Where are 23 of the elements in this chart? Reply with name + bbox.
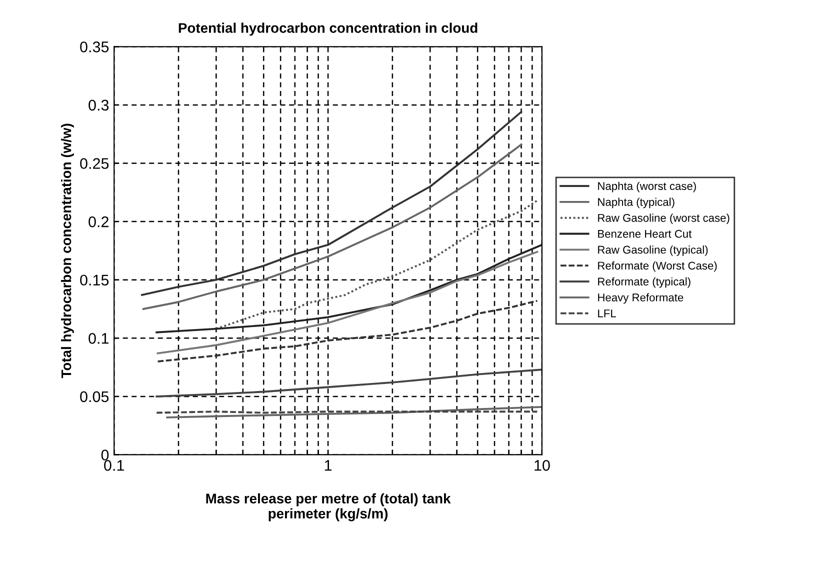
legend-label: Raw Gasoline (worst case)	[598, 214, 730, 224]
legend-label: LFL	[598, 310, 616, 318]
x-tick-label: 1	[324, 460, 332, 471]
legend-label: Naphta (typical)	[598, 198, 674, 208]
y-tick-label: 0.2	[88, 216, 108, 228]
legend-label: Benzene Heart Cut	[598, 230, 692, 238]
legend-label: Reformate (typical)	[598, 277, 690, 288]
legend-label: Heavy Reformate	[598, 293, 684, 304]
y-tick-label: 0.3	[88, 100, 109, 111]
y-axis-title: Total hydrocarbon concentration (w/w)	[61, 124, 74, 378]
y-tick-label: 0.15	[80, 274, 109, 286]
legend-label: Raw Gasoline (typical)	[598, 246, 708, 256]
x-tick-label: 10	[534, 460, 550, 471]
x-tick-label: 0.1	[104, 460, 124, 471]
y-tick-label: 0.1	[88, 333, 108, 344]
legend-label: Reformate (Worst Case)	[598, 261, 717, 272]
y-tick-label: 0.35	[80, 42, 109, 52]
y-tick-label: 0.05	[80, 391, 109, 402]
y-tick-label: 0.25	[80, 158, 109, 169]
legend-label: Naphta (worst case)	[598, 182, 696, 192]
y-tick-label: 0	[101, 450, 109, 460]
chart-title: Potential hydrocarbon concentration in cloud	[178, 22, 478, 36]
x-axis-title: Mass release per metre of (total) tank perimeter (kg/s/m)	[206, 493, 451, 522]
